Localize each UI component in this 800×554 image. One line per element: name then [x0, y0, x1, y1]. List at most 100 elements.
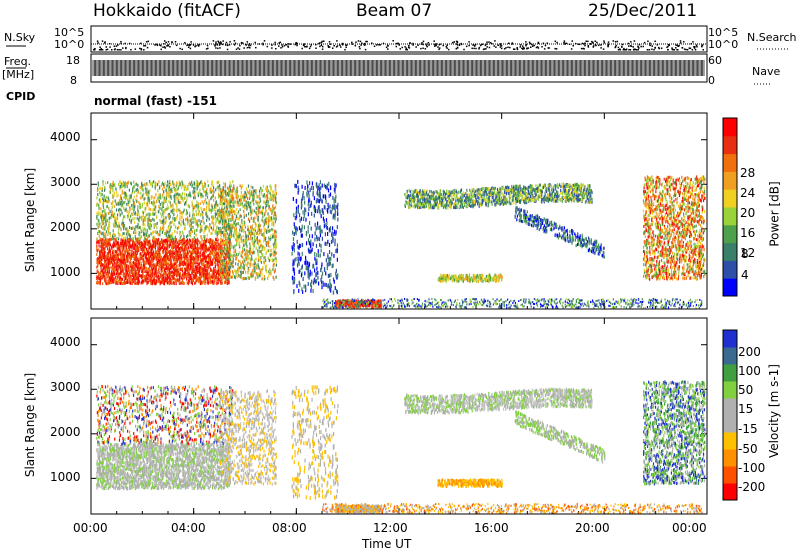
noise-point: [508, 42, 510, 44]
echo-cell: [226, 210, 228, 214]
echo-cell: [128, 244, 130, 248]
echo-cell: [175, 253, 178, 257]
echo-cell: [167, 237, 170, 241]
echo-cell: [221, 263, 223, 267]
echo-cell: [217, 192, 220, 196]
echo-cell: [152, 236, 154, 240]
echo-cell: [193, 274, 195, 278]
echo-cell: [173, 281, 175, 285]
echo-cell: [181, 242, 183, 246]
echo-cell: [181, 262, 184, 266]
echo-cell: [154, 196, 156, 200]
echo-cell: [204, 234, 206, 238]
echo-cell: [215, 255, 217, 259]
noise-point: [500, 45, 503, 47]
echo-cell: [181, 269, 184, 273]
echo-cell: [174, 239, 176, 243]
echo-cell: [184, 192, 186, 196]
noise-point: [281, 45, 284, 48]
echo-cell: [138, 200, 140, 204]
echo-cell: [194, 281, 196, 285]
echo-cell: [122, 218, 124, 222]
noise-point: [194, 45, 196, 48]
echo-cell: [206, 278, 208, 282]
echo-cell: [101, 275, 103, 279]
echo-cell: [125, 259, 127, 263]
echo-cell: [120, 261, 122, 265]
noise-point: [632, 49, 635, 51]
echo-cell: [117, 240, 119, 244]
echo-cell: [165, 255, 167, 259]
echo-cell: [114, 218, 116, 222]
echo-cell: [217, 256, 220, 260]
echo-cell: [98, 276, 100, 280]
echo-cell: [150, 232, 152, 236]
power-colorbar-segment: [723, 189, 737, 208]
power-colorbar-frame: [722, 117, 738, 297]
echo-cell: [154, 205, 156, 209]
echo-cell: [103, 243, 105, 247]
echo-cell: [112, 245, 115, 249]
echo-cell: [102, 249, 104, 253]
echo-cell: [176, 250, 178, 254]
echo-cell: [212, 272, 214, 276]
echo-cell: [179, 250, 181, 254]
echo-cell: [146, 282, 148, 286]
echo-cell: [162, 212, 164, 216]
echo-cell: [166, 275, 169, 279]
echo-cell: [224, 202, 226, 206]
echo-cell: [97, 226, 99, 230]
noise-point: [666, 46, 668, 49]
echo-cell: [117, 257, 119, 261]
echo-cell: [204, 240, 206, 244]
echo-cell: [174, 278, 176, 282]
echo-cell: [142, 279, 144, 283]
echo-cell: [107, 280, 109, 284]
echo-cell: [125, 265, 128, 269]
echo-cell: [164, 279, 166, 283]
echo-cell: [133, 255, 136, 259]
echo-cell: [158, 265, 160, 269]
echo-cell: [228, 234, 230, 238]
echo-cell: [193, 196, 195, 200]
echo-cell: [115, 278, 117, 282]
echo-cell: [228, 268, 230, 272]
noise-point: [592, 46, 595, 48]
echo-cell: [106, 260, 109, 264]
noise-point: [215, 41, 217, 43]
power-cbar-tick-24: 24: [740, 187, 755, 199]
echo-cell: [155, 241, 157, 245]
echo-cell: [169, 258, 171, 262]
echo-cell: [100, 245, 103, 249]
echo-cell: [209, 237, 211, 241]
echo-cell: [197, 276, 200, 280]
echo-cell: [110, 237, 112, 241]
echo-cell: [97, 264, 99, 268]
echo-cell: [105, 278, 107, 282]
echo-cell: [203, 184, 205, 188]
echo-cell: [149, 269, 152, 273]
echo-cell: [148, 214, 150, 218]
echo-cell: [190, 234, 192, 238]
echo-cell: [195, 241, 197, 245]
echo-cell: [195, 209, 197, 213]
echo-cell: [111, 234, 114, 238]
echo-cell: [169, 238, 172, 242]
echo-cell: [129, 255, 131, 259]
echo-cell: [169, 278, 171, 282]
echo-cell: [163, 270, 165, 274]
echo-cell: [208, 208, 210, 212]
echo-cell: [134, 253, 136, 257]
noise-point: [274, 41, 276, 44]
echo-cell: [112, 273, 114, 277]
noise-point: [603, 40, 605, 42]
echo-cell: [155, 183, 157, 187]
echo-cell: [164, 261, 166, 265]
echo-cell: [161, 205, 163, 209]
echo-cell: [150, 227, 152, 231]
echo-cell: [179, 232, 181, 236]
echo-cell: [123, 215, 125, 219]
echo-cell: [216, 258, 218, 262]
echo-cell: [140, 265, 142, 269]
echo-cell: [187, 187, 189, 191]
